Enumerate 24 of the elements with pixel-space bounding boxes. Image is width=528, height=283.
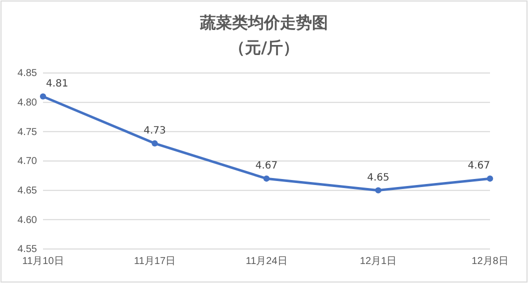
y-tick-label: 4.55: [18, 244, 38, 256]
point: [40, 93, 46, 100]
point: [263, 176, 270, 182]
y-tick-label: 4.70: [18, 156, 38, 168]
chart-subtitle: （元/斤）: [229, 38, 299, 57]
y-tick-label: 4.80: [18, 98, 38, 109]
x-tick-label: 11月24日: [246, 256, 288, 268]
x-tick-label: 11月17日: [134, 256, 176, 268]
data-label: 4.73: [144, 125, 166, 136]
data-label: 4.67: [468, 160, 490, 172]
x-tick-label: 11月10日: [22, 256, 64, 268]
x-tick-label: 12月1日: [360, 256, 397, 268]
point: [152, 140, 158, 146]
chart-title: 蔬菜类均价走势图: [199, 13, 328, 32]
y-tick-label: 4.60: [18, 214, 38, 226]
point: [486, 176, 494, 182]
data-label: 4.81: [46, 78, 68, 90]
x-tick-label: 12月8日: [472, 256, 508, 268]
data-label: 4.67: [255, 160, 278, 172]
data-label: 4.65: [367, 172, 390, 184]
point: [375, 187, 382, 194]
y-tick-label: 4.85: [18, 68, 38, 80]
y-tick-label: 4.65: [18, 186, 38, 197]
y-tick-label: 4.75: [18, 126, 38, 138]
